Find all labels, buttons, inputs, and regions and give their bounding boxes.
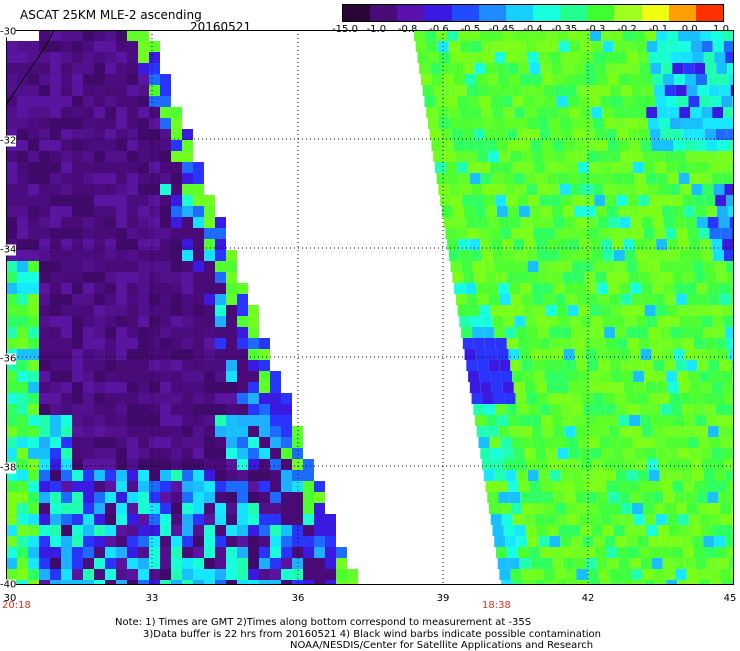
- colorbar-swatch: [343, 5, 370, 21]
- colorbar-swatch: [479, 5, 506, 21]
- swath-right: [414, 30, 734, 585]
- x-tick-label: 45: [724, 593, 737, 604]
- pass-time-label: 18:38: [482, 600, 511, 611]
- colorbar-swatch: [533, 5, 560, 21]
- colorbar-swatch: [696, 5, 723, 21]
- x-tick-label: 42: [582, 593, 595, 604]
- pass-time-label: 20:18: [2, 600, 31, 611]
- swath-left: [6, 30, 358, 585]
- map-plot-area: [6, 30, 734, 585]
- colorbar-swatch: [642, 5, 669, 21]
- colorbar-swatch: [614, 5, 641, 21]
- y-tick-label: -34: [0, 245, 16, 256]
- colorbar-swatch: [370, 5, 397, 21]
- map-title: ASCAT 25KM MLE-2 ascending: [20, 8, 202, 22]
- y-tick-label: -36: [0, 354, 16, 365]
- mle-map: [6, 30, 734, 585]
- colorbar-swatch: [669, 5, 696, 21]
- colorbar-swatch: [424, 5, 451, 21]
- footer-note-line-2: 3)Data buffer is 22 hrs from 20160521 4)…: [143, 629, 601, 640]
- x-tick-label: 33: [146, 593, 159, 604]
- colorbar-swatch: [452, 5, 479, 21]
- colorbar-swatch: [560, 5, 587, 21]
- colorbar-swatch: [587, 5, 614, 21]
- footer-note-line-1: Note: 1) Times are GMT 2)Times along bot…: [115, 617, 531, 628]
- colorbar: [343, 5, 723, 21]
- colorbar-swatch: [397, 5, 424, 21]
- footer-credit: NOAA/NESDIS/Center for Satellite Applica…: [290, 640, 593, 651]
- y-tick-label: -40: [0, 580, 16, 591]
- y-tick-label: -30: [0, 27, 16, 38]
- x-tick-label: 36: [292, 593, 305, 604]
- y-tick-label: -32: [0, 136, 16, 147]
- colorbar-swatch: [506, 5, 533, 21]
- x-tick-label: 39: [437, 593, 450, 604]
- y-tick-label: -38: [0, 463, 16, 474]
